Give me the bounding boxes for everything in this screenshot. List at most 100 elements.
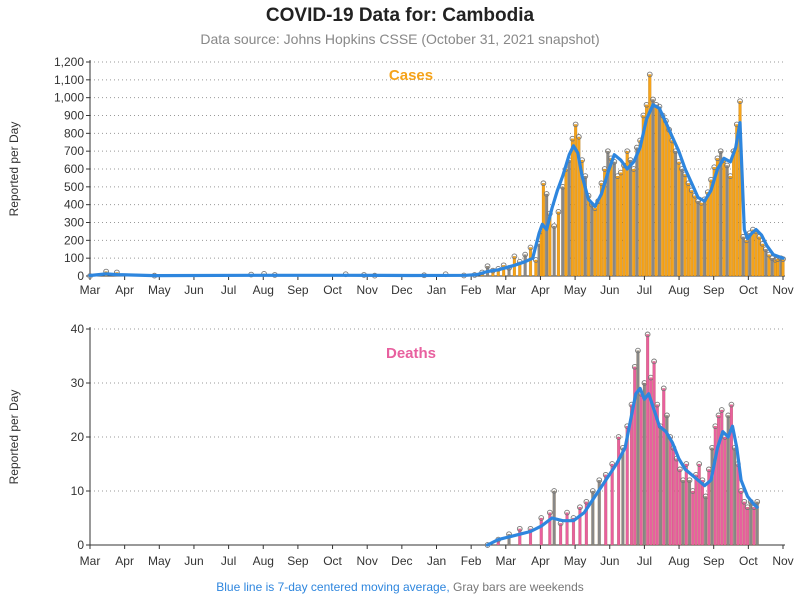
daily-marker xyxy=(596,477,603,484)
daily-bar xyxy=(709,179,713,277)
x-tick-label: Feb xyxy=(461,283,482,297)
daily-bar xyxy=(720,409,724,546)
daily-marker xyxy=(551,223,557,229)
daily-bar xyxy=(713,426,717,546)
daily-bar xyxy=(621,447,625,546)
daily-bar xyxy=(591,490,595,546)
daily-bar xyxy=(628,159,632,277)
daily-bar xyxy=(668,436,672,546)
daily-bar xyxy=(617,436,621,546)
cases-title: Cases xyxy=(389,67,433,84)
daily-bar xyxy=(606,151,610,277)
daily-marker xyxy=(577,504,583,511)
daily-bar xyxy=(671,447,675,546)
daily-bar xyxy=(716,415,721,546)
deaths-moving-average-line xyxy=(485,386,759,547)
daily-bar xyxy=(696,200,700,277)
daily-marker xyxy=(484,263,491,270)
daily-marker xyxy=(737,98,743,105)
deaths-chart: 0 10 20 30 40 Mar Apr May Jun Jul Aug Sep Oct Nov Dec J… xyxy=(7,322,794,568)
x-tick-label: Jul xyxy=(637,283,652,297)
daily-bar xyxy=(661,115,665,277)
daily-bar xyxy=(767,254,771,277)
x-tick-label: Aug xyxy=(253,554,274,568)
x-tick-label: Feb xyxy=(461,554,482,568)
daily-bar xyxy=(704,496,708,546)
daily-marker xyxy=(555,208,562,215)
daily-marker xyxy=(540,180,547,187)
daily-bar xyxy=(690,190,694,277)
daily-bar xyxy=(534,259,538,277)
daily-marker xyxy=(511,253,518,260)
daily-bar xyxy=(548,512,552,546)
daily-bar xyxy=(700,480,704,546)
x-tick-label: Oct xyxy=(323,283,342,297)
daily-bar xyxy=(678,469,682,546)
y-tick-label: 0 xyxy=(77,538,84,552)
x-tick-label: Dec xyxy=(391,283,412,297)
x-tick-label: Sep xyxy=(287,283,309,297)
daily-marker xyxy=(589,488,596,494)
y-tick-label: 1,000 xyxy=(54,91,84,105)
footnote-moving-average: Blue line is 7-day centered moving avera… xyxy=(216,580,450,594)
daily-bar xyxy=(729,404,733,546)
daily-bar xyxy=(680,168,684,277)
daily-bar xyxy=(632,168,636,277)
x-tick-label: Apr xyxy=(115,554,134,568)
x-tick-label: Jul xyxy=(221,283,236,297)
x-tick-label: May xyxy=(564,554,587,568)
x-tick-label: Oct xyxy=(739,554,758,568)
x-tick-label: Aug xyxy=(668,283,689,297)
daily-bar xyxy=(518,528,522,546)
daily-marker xyxy=(576,134,582,140)
daily-bar xyxy=(571,517,576,546)
daily-bar xyxy=(507,267,511,277)
daily-bar xyxy=(646,334,650,546)
daily-bar xyxy=(593,208,597,277)
x-tick-label: Aug xyxy=(668,554,689,568)
daily-marker xyxy=(522,251,528,258)
daily-marker xyxy=(644,331,651,338)
daily-marker xyxy=(646,71,653,78)
x-tick-label: Aug xyxy=(253,283,274,297)
daily-bar xyxy=(770,258,774,277)
y-tick-label: 10 xyxy=(71,484,85,498)
x-tick-label: Oct xyxy=(323,554,342,568)
y-tick-label: 300 xyxy=(64,216,84,230)
daily-bar xyxy=(715,158,720,277)
cases-moving-average-line xyxy=(88,103,785,278)
daily-bar xyxy=(636,350,640,546)
x-tick-label: Jun xyxy=(184,283,203,297)
daily-bar xyxy=(657,106,661,277)
daily-marker xyxy=(527,244,534,251)
daily-marker xyxy=(624,148,631,155)
daily-bar xyxy=(725,165,729,277)
daily-bar xyxy=(703,199,707,277)
daily-marker xyxy=(741,498,748,505)
daily-marker xyxy=(686,477,693,484)
daily-bar xyxy=(567,159,571,277)
x-tick-label: Jun xyxy=(600,283,619,297)
y-tick-label: 1,200 xyxy=(54,55,84,69)
daily-bar xyxy=(596,200,600,277)
daily-bar xyxy=(612,161,616,277)
daily-bar xyxy=(728,175,732,277)
chart-subtitle: Data source: Johns Hopkins CSSE (October… xyxy=(200,31,600,47)
daily-marker xyxy=(728,401,735,408)
daily-bar xyxy=(609,158,613,277)
daily-bar xyxy=(502,265,506,277)
footnote-weekends: Gray bars are weekends xyxy=(453,580,584,594)
daily-bar xyxy=(733,447,737,546)
x-tick-label: May xyxy=(148,283,171,297)
daily-bar xyxy=(742,501,746,546)
daily-marker xyxy=(538,515,545,521)
daily-bar xyxy=(670,140,674,277)
daily-marker xyxy=(635,347,641,354)
daily-bar xyxy=(523,254,527,277)
daily-marker xyxy=(724,162,730,169)
daily-bar xyxy=(584,501,588,546)
daily-bar xyxy=(751,229,755,277)
daily-marker xyxy=(547,509,553,516)
x-tick-label: Mar xyxy=(495,554,516,568)
daily-bar xyxy=(528,247,533,277)
